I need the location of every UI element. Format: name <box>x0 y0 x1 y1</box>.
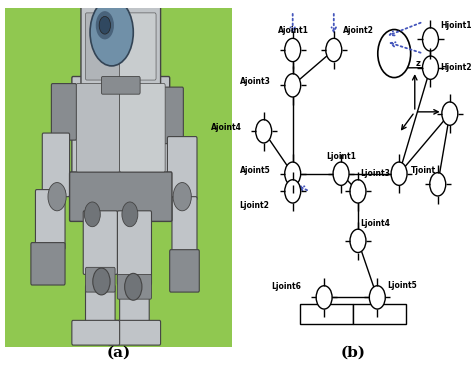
Circle shape <box>48 182 66 211</box>
Circle shape <box>350 229 366 252</box>
Circle shape <box>378 30 410 78</box>
Circle shape <box>430 173 446 196</box>
FancyBboxPatch shape <box>72 320 119 345</box>
Text: Hjoint2: Hjoint2 <box>440 63 472 72</box>
FancyBboxPatch shape <box>83 211 118 274</box>
Text: Ljoint5: Ljoint5 <box>387 280 417 290</box>
Text: z: z <box>416 59 421 68</box>
Circle shape <box>422 56 438 79</box>
FancyBboxPatch shape <box>119 13 156 80</box>
FancyBboxPatch shape <box>118 274 152 299</box>
FancyBboxPatch shape <box>72 76 170 179</box>
Circle shape <box>350 180 366 203</box>
Text: Tjoint: Tjoint <box>411 166 436 175</box>
FancyBboxPatch shape <box>81 6 161 87</box>
Circle shape <box>84 202 100 227</box>
Text: Ljoint2: Ljoint2 <box>239 201 269 210</box>
Circle shape <box>173 182 191 211</box>
Text: Ajoint1: Ajoint1 <box>278 26 309 35</box>
Text: Ljoint4: Ljoint4 <box>360 218 390 228</box>
Text: Ljoint1: Ljoint1 <box>327 152 356 160</box>
Circle shape <box>333 162 349 185</box>
FancyBboxPatch shape <box>158 87 183 144</box>
FancyBboxPatch shape <box>119 84 165 172</box>
FancyBboxPatch shape <box>31 242 65 285</box>
Circle shape <box>442 102 458 125</box>
Circle shape <box>285 38 301 62</box>
FancyBboxPatch shape <box>51 84 76 140</box>
FancyBboxPatch shape <box>70 172 172 222</box>
FancyBboxPatch shape <box>101 76 140 94</box>
FancyBboxPatch shape <box>85 13 119 80</box>
Text: Hjoint1: Hjoint1 <box>440 21 472 30</box>
Circle shape <box>391 162 407 185</box>
Text: Ajoint3: Ajoint3 <box>239 77 270 86</box>
Bar <box>353 304 406 324</box>
FancyBboxPatch shape <box>76 84 119 172</box>
FancyBboxPatch shape <box>167 136 197 200</box>
Circle shape <box>285 162 301 185</box>
FancyBboxPatch shape <box>36 190 65 250</box>
FancyBboxPatch shape <box>85 268 115 292</box>
Circle shape <box>326 38 342 62</box>
Text: Ljoint6: Ljoint6 <box>271 282 301 291</box>
Circle shape <box>99 16 110 34</box>
Text: (b): (b) <box>341 345 365 359</box>
Circle shape <box>255 120 272 143</box>
FancyBboxPatch shape <box>108 320 161 345</box>
Circle shape <box>369 286 385 309</box>
Circle shape <box>93 268 110 295</box>
FancyBboxPatch shape <box>42 133 70 197</box>
Circle shape <box>285 74 301 97</box>
Text: Ajoint2: Ajoint2 <box>344 26 374 35</box>
Bar <box>300 304 353 324</box>
Circle shape <box>90 0 133 66</box>
FancyBboxPatch shape <box>118 211 152 285</box>
Circle shape <box>122 202 138 227</box>
Text: Ajoint5: Ajoint5 <box>239 166 270 175</box>
Circle shape <box>285 180 301 203</box>
Circle shape <box>316 286 332 309</box>
FancyBboxPatch shape <box>170 250 199 292</box>
FancyBboxPatch shape <box>119 292 149 328</box>
Text: y: y <box>446 103 451 112</box>
Text: Ljoint3: Ljoint3 <box>360 169 390 178</box>
FancyBboxPatch shape <box>85 285 115 328</box>
Text: (a): (a) <box>106 345 131 359</box>
Circle shape <box>96 11 114 40</box>
Text: Ajoint4: Ajoint4 <box>210 123 241 132</box>
Circle shape <box>422 28 438 51</box>
Circle shape <box>125 273 142 300</box>
FancyBboxPatch shape <box>172 197 197 257</box>
